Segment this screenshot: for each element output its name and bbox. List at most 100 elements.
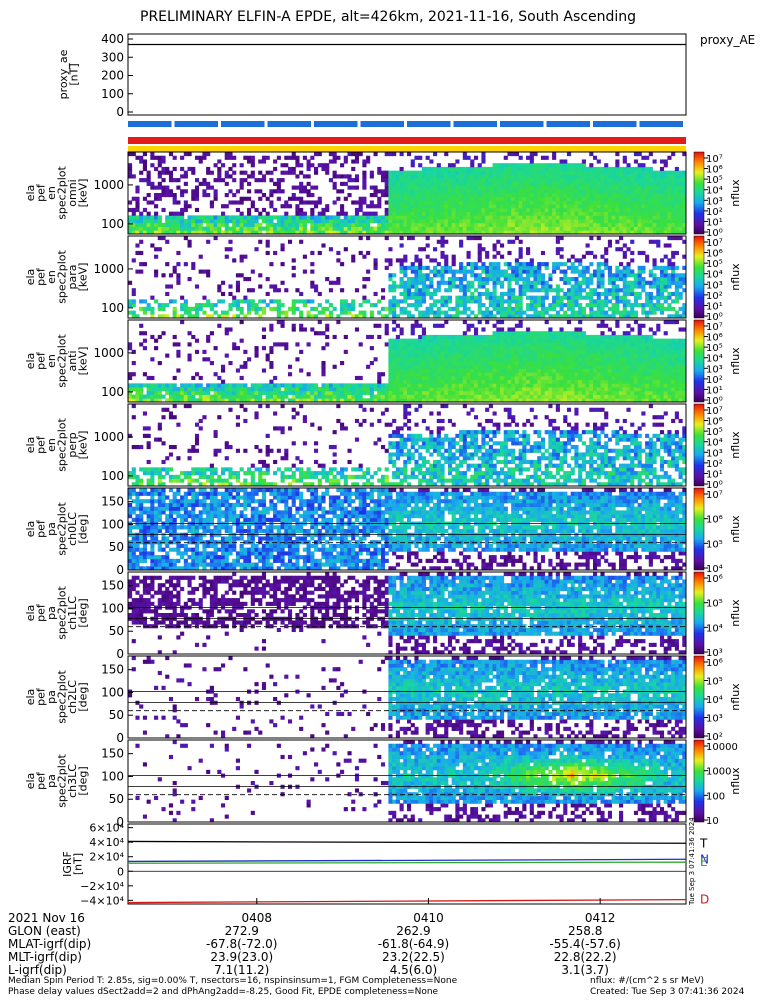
heatmap-cell [392, 215, 397, 220]
heatmap-cell [481, 375, 486, 381]
heatmap-cell [425, 349, 430, 354]
heatmap-cell [645, 174, 650, 179]
heatmap-cell [414, 346, 419, 351]
heatmap-cell [514, 273, 519, 278]
heatmap-cell [395, 314, 400, 319]
heatmap-cell [243, 170, 248, 175]
heatmap-cell [470, 295, 475, 300]
heatmap-cell [488, 314, 493, 319]
heatmap-cell [287, 226, 293, 231]
heatmap-cell [306, 372, 311, 377]
heatmap-cell [596, 277, 601, 282]
heatmap-cell [343, 390, 348, 395]
heatmap-cell [150, 226, 155, 231]
heatmap-cell [607, 166, 612, 172]
heatmap-cell [328, 310, 333, 315]
heatmap-cell [418, 170, 423, 175]
heatmap-cell [593, 226, 598, 231]
heatmap-cell [191, 222, 196, 227]
heatmap-cell [247, 207, 252, 213]
heatmap-cell [593, 288, 598, 293]
heatmap-cell [139, 306, 144, 311]
heatmap-cell [485, 353, 490, 358]
heatmap-cell [518, 320, 523, 325]
heatmap-cell [671, 250, 676, 256]
heatmap-cell [247, 387, 252, 392]
heatmap-cell [380, 226, 386, 231]
heatmap-cell [667, 219, 672, 224]
heatmap-cell [529, 379, 534, 384]
heatmap-cell [377, 387, 382, 392]
heatmap-cell [455, 310, 460, 315]
heatmap-cell [142, 372, 147, 377]
heatmap-cell [384, 185, 389, 190]
heatmap-cell [552, 211, 557, 216]
heatmap-cell [622, 254, 627, 259]
heatmap-cell [574, 178, 579, 183]
heatmap-cell [269, 394, 274, 399]
heatmap-cell [433, 390, 438, 395]
heatmap-cell [399, 262, 404, 267]
heatmap-cell [392, 338, 397, 343]
heatmap-cell [310, 200, 315, 205]
heatmap-cell [221, 222, 226, 227]
heatmap-cell [235, 284, 240, 289]
heatmap-cell [526, 372, 531, 377]
heatmap-cell [187, 166, 192, 172]
heatmap-cell [529, 331, 534, 336]
heatmap-cell [150, 295, 155, 300]
heatmap-cell [496, 239, 501, 244]
heatmap-cell [258, 211, 263, 216]
heatmap-cell [485, 310, 490, 315]
heatmap-cell [455, 375, 460, 381]
heatmap-cell [395, 299, 400, 304]
heatmap-cell [410, 236, 415, 241]
heatmap-cell [314, 226, 319, 231]
heatmap-cell [150, 387, 155, 392]
heatmap-cell [522, 207, 527, 213]
heatmap-cell [481, 155, 486, 160]
heatmap-cell [433, 215, 438, 220]
heatmap-cell [667, 284, 672, 289]
heatmap-cell [172, 334, 177, 340]
heatmap-cell [648, 284, 653, 289]
heatmap-cell [511, 295, 516, 300]
heatmap-cell [332, 174, 337, 179]
heatmap-cell [511, 200, 516, 205]
heatmap-cell [154, 383, 159, 388]
heatmap-cell [563, 166, 568, 172]
heatmap-cell [682, 185, 687, 190]
heatmap-cell [492, 338, 497, 343]
heatmap-cell [154, 346, 159, 351]
heatmap-cell [392, 372, 397, 377]
heatmap-cell [555, 163, 560, 168]
heatmap-cell [641, 166, 646, 172]
heatmap-cell [154, 394, 159, 399]
panels: 4003002001000proxy_ae[nT]1000100elapefen… [24, 32, 742, 907]
heatmap-cell [596, 265, 601, 270]
heatmap-cell [247, 306, 252, 311]
heatmap-cell [466, 230, 471, 235]
heatmap-cell [299, 170, 304, 175]
heatmap-cell [366, 155, 371, 160]
heatmap-cell [503, 273, 508, 278]
heatmap-cell [462, 295, 467, 300]
heatmap-cell [619, 174, 624, 179]
heatmap-cell [235, 346, 240, 351]
heatmap-cell [407, 265, 412, 270]
heatmap-cell [254, 303, 259, 308]
heatmap-cell [488, 189, 493, 194]
heatmap-cell [544, 353, 549, 358]
heatmap-cell [198, 219, 203, 224]
heatmap-cell [496, 211, 501, 216]
heatmap-cell [258, 299, 263, 304]
heatmap-cell [496, 353, 501, 358]
heatmap-cell [209, 204, 214, 209]
heatmap-cell [228, 247, 233, 252]
heatmap-cell [399, 361, 404, 366]
heatmap-cell [228, 387, 233, 392]
heatmap-cell [142, 226, 147, 231]
heatmap-cell [180, 189, 185, 194]
heatmap-cell [221, 379, 226, 384]
heatmap-cell [209, 200, 214, 205]
